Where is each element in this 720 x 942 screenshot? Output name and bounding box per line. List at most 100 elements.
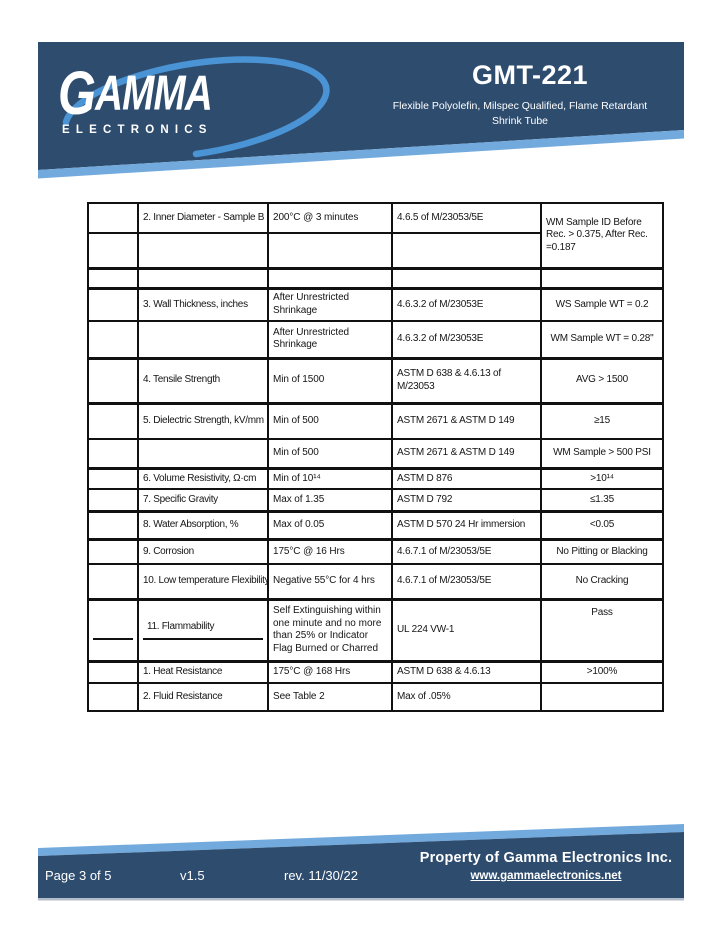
footer-stripe: [38, 824, 684, 856]
subtitle-line-1: Flexible Polyolefin, Milspec Qualified, …: [392, 100, 648, 112]
cell-result: ≥15: [540, 401, 664, 440]
cell-blank: [87, 286, 139, 322]
subtitle-line-2: Shrink Tube: [491, 115, 549, 128]
cell-method: [391, 232, 542, 269]
cell-property: [137, 232, 269, 269]
table-row: 3. Wall Thickness, inches After Unrestri…: [87, 286, 664, 322]
footer-property-text: Property of Gamma Electronics Inc.: [419, 850, 673, 866]
cell-condition: Self Extinguishing within one minute and…: [267, 597, 393, 662]
cell-result: >100%: [540, 659, 664, 684]
header-banner: [38, 42, 684, 179]
cell-blank: [87, 232, 139, 269]
cell-result: [540, 682, 664, 712]
cell-method: ASTM D 876: [391, 466, 542, 490]
cell-property: 8. Water Absorption, %: [137, 509, 269, 540]
cell-result: WM Sample WT = 0.28": [540, 320, 664, 359]
cell-blank: [87, 659, 139, 684]
table-row: 2. Fluid Resistance See Table 2 Max of .…: [87, 682, 664, 712]
cell-method: ASTM D 570 24 Hr immersion: [391, 509, 542, 540]
cell-blank: [87, 488, 139, 512]
cell-condition: See Table 2: [267, 682, 393, 712]
cell-result: Pass: [540, 597, 664, 662]
cell-property: [137, 320, 269, 359]
cell-property: 6. Volume Resistivity, Ω·cm: [137, 466, 269, 490]
spec-table: 2. Inner Diameter - Sample B 200°C @ 3 m…: [87, 202, 664, 712]
cell-result: No Pitting or Blacking: [540, 537, 664, 565]
table-row: [87, 232, 663, 269]
cell-property: 9. Corrosion: [137, 537, 269, 565]
table-row: 11. Flammability Self Extinguishing with…: [87, 597, 664, 662]
product-subtitle: Flexible Polyolefin, Milspec Qualified, …: [355, 99, 685, 129]
table-row: 4. Tensile Strength Min of 1500 ASTM D 6…: [87, 356, 664, 404]
cell-result: No Cracking: [540, 563, 664, 600]
banner-stripe: [38, 130, 684, 179]
cell-blank: [87, 537, 139, 565]
footer-shadow: [38, 898, 684, 901]
cell-method: [391, 266, 542, 289]
cell-condition: Max of 1.35: [267, 488, 393, 512]
table-row: After Unrestricted Shrinkage 4.6.3.2 of …: [87, 320, 664, 359]
logo-initial: G: [58, 58, 96, 128]
cell-property: 10. Low temperature Flexibility: [137, 563, 269, 600]
cell-method: ASTM D 792: [391, 488, 542, 512]
cell-method: 4.6.3.2 of M/23053E: [391, 286, 542, 322]
table-row: 6. Volume Resistivity, Ω·cm Min of 10¹⁴ …: [87, 466, 664, 490]
cell-blank: [87, 682, 139, 712]
table-row: 7. Specific Gravity Max of 1.35 ASTM D 7…: [87, 488, 664, 512]
cell-blank: [87, 202, 139, 234]
logo-swoosh-icon: [62, 56, 330, 158]
cell-blank: [87, 597, 139, 662]
table-row: 9. Corrosion 175°C @ 16 Hrs 4.6.7.1 of M…: [87, 537, 664, 565]
cell-property: 4. Tensile Strength: [137, 356, 269, 404]
cell-blank: [87, 466, 139, 490]
table-row: Min of 500 ASTM 2671 & ASTM D 149 WM Sam…: [87, 438, 664, 469]
cell-property: 2. Fluid Resistance: [137, 682, 269, 712]
cell-condition: Min of 500: [267, 438, 393, 469]
cell-condition: After Unrestricted Shrinkage: [267, 320, 393, 359]
table-row: [87, 266, 664, 289]
cell-condition: [267, 266, 393, 289]
banner-shape: [38, 42, 684, 170]
cell-method: 4.6.5 of M/23053/5E: [391, 202, 542, 234]
cell-method: 4.6.7.1 of M/23053/5E: [391, 563, 542, 600]
cell-condition: 175°C @ 16 Hrs: [267, 537, 393, 565]
cell-condition: Min of 500: [267, 401, 393, 440]
footer-revision: rev. 11/30/22: [284, 868, 358, 883]
cell-result: ≤1.35: [540, 488, 664, 512]
table-row: 2. Inner Diameter - Sample B 200°C @ 3 m…: [87, 202, 664, 269]
cell-blank: [87, 563, 139, 600]
footer-website-link[interactable]: www.gammaelectronics.net: [470, 870, 622, 882]
cell-condition: Min of 10¹⁴: [267, 466, 393, 490]
cell-blank: [87, 438, 139, 469]
cell-blank: [87, 401, 139, 440]
cell-property: [137, 438, 269, 469]
cell-property: 11. Flammability: [137, 597, 269, 662]
table-row: 10. Low temperature Flexibility Negative…: [87, 563, 664, 600]
footer-page-number: Page 3 of 5: [45, 868, 112, 883]
table-row: 8. Water Absorption, % Max of 0.05 ASTM …: [87, 509, 664, 540]
cell-method: ASTM 2671 & ASTM D 149: [391, 438, 542, 469]
cell-blank: [87, 320, 139, 359]
footer-right-block: Property of Gamma Electronics Inc. www.g…: [415, 850, 677, 884]
table-row: 5. Dielectric Strength, kV/mm Min of 500…: [87, 401, 664, 440]
cell-condition: After Unrestricted Shrinkage: [267, 286, 393, 322]
logo-rest: AMMA: [95, 65, 213, 121]
cell-method: 4.6.7.1 of M/23053/5E: [391, 537, 542, 565]
cell-property: [137, 266, 269, 289]
cell-method: ASTM 2671 & ASTM D 149: [391, 401, 542, 440]
cell-property: 7. Specific Gravity: [137, 488, 269, 512]
gamma-logo: GAMMA: [58, 62, 213, 123]
cell-method: UL 224 VW-1: [391, 597, 542, 662]
cell-result: WM Sample ID Before Rec. > 0.375, After …: [540, 202, 664, 269]
cell-method: ASTM D 638 & 4.6.13: [391, 659, 542, 684]
cell-condition: [267, 232, 393, 269]
cell-result: WS Sample WT = 0.2: [540, 286, 664, 322]
cell-result: <0.05: [540, 509, 664, 540]
cell-result: [540, 266, 664, 289]
cell-property: 2. Inner Diameter - Sample B: [137, 202, 269, 234]
cell-condition: Min of 1500: [267, 356, 393, 404]
cell-method: Max of .05%: [391, 682, 542, 712]
cell-result: AVG > 1500: [540, 356, 664, 404]
cell-property: 5. Dielectric Strength, kV/mm: [137, 401, 269, 440]
product-title: GMT-221: [471, 60, 589, 90]
